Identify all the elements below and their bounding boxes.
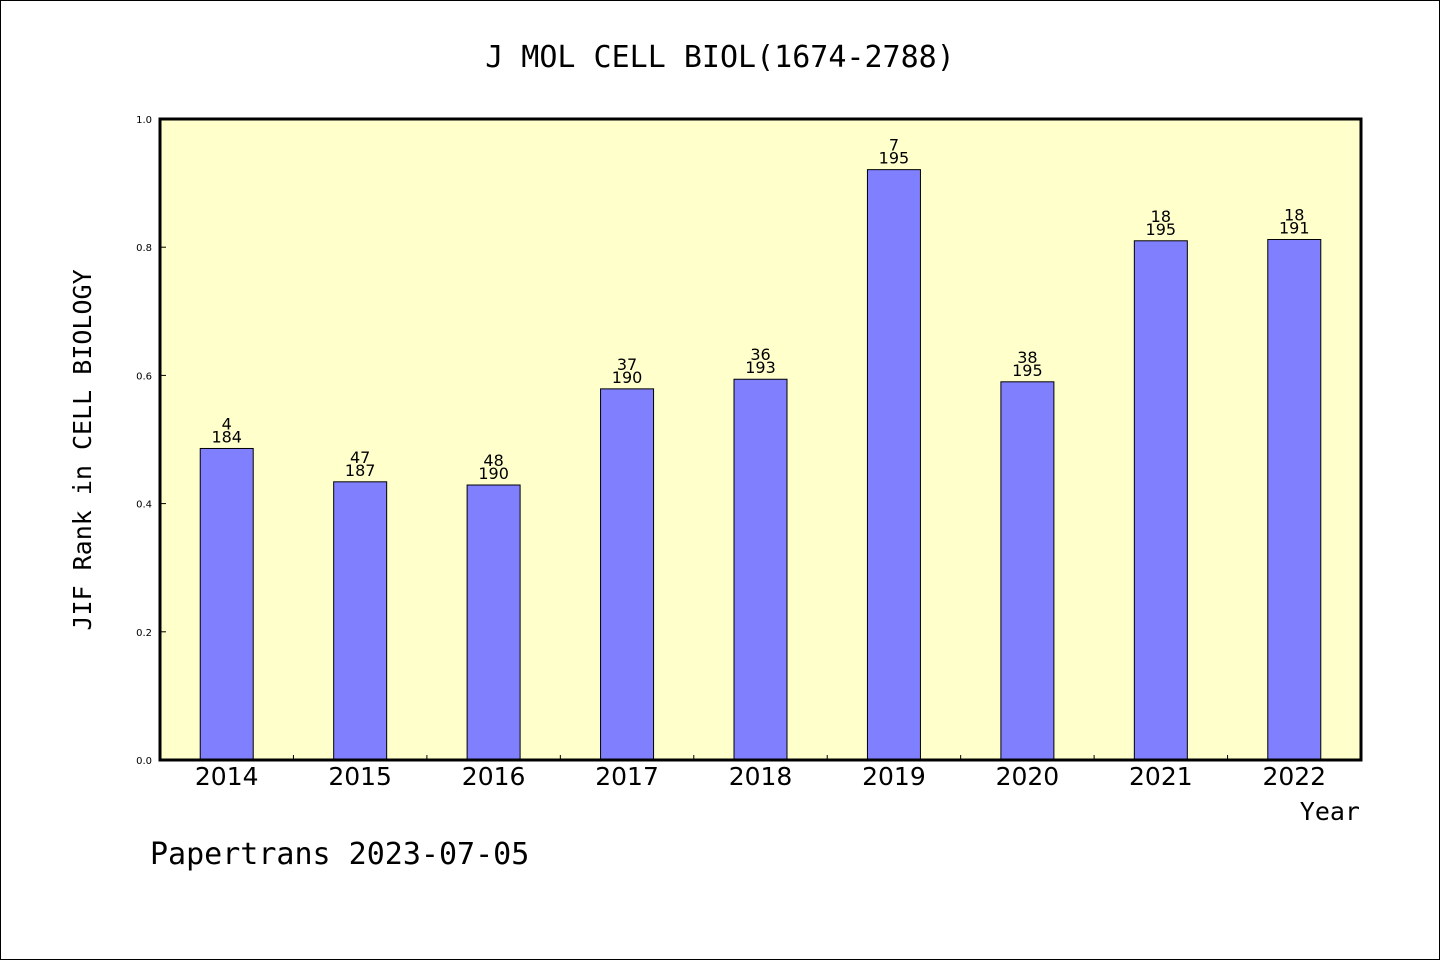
x-tick-label: 2021 [1129,762,1193,791]
y-tick-label: 0.8 [136,243,152,254]
bar-label-total: 191 [1279,219,1310,238]
bar-label-rank: 4 [222,414,232,433]
bar-label-rank: 18 [1151,207,1171,226]
bar-label-total: 195 [879,149,910,168]
bar-2016 [466,484,521,761]
y-tick-label: 0.2 [136,628,152,639]
bar-label-total: 195 [1012,361,1043,380]
x-tick-label: 2015 [328,762,392,791]
plot-border [158,117,1363,762]
bar-2018 [733,378,788,761]
bar-label-rank: 37 [617,355,637,374]
bar-label-rank: 48 [483,451,503,470]
bar-2015 [333,481,388,761]
x-tick-label: 2019 [862,762,926,791]
x-tick-label: 2017 [595,762,659,791]
bar-label-total: 187 [345,461,376,480]
bar-label-total: 193 [745,358,776,377]
y-tick-label: 1.0 [136,115,152,126]
bar-2020 [1000,381,1055,761]
bar-label-rank: 18 [1284,206,1304,225]
x-tick-label: 2018 [729,762,793,791]
x-axis-label: Year [1300,797,1360,826]
bar-label-total: 190 [478,464,509,483]
bar-2022 [1267,239,1322,761]
bar-label-total: 195 [1146,220,1177,239]
data-label-group: 4184471874819037190361937195381951819518… [211,136,1309,483]
y-tick-label: 0.6 [136,371,152,382]
bar-2021 [1133,240,1188,761]
bar-label-rank: 36 [750,345,770,364]
y-tick-label: 0.0 [136,756,152,767]
bar-2019 [866,169,921,761]
bar-label-rank: 7 [889,136,899,155]
bar-2017 [600,388,655,761]
footer-text: Papertrans 2023-07-05 [150,837,529,872]
bar-label-total: 190 [612,368,643,387]
bar-2014 [199,447,254,761]
bar-label-total: 184 [211,427,242,446]
chart-title: J MOL CELL BIOL(1674-2788) [485,40,955,75]
bar-group [199,169,1322,761]
y-axis-label: JIF Rank in CELL BIOLOGY [68,269,97,630]
x-tick-label: 2016 [462,762,526,791]
y-tick-label: 0.4 [136,500,152,511]
bar-label-rank: 47 [350,448,370,467]
x-tick-label: 2014 [195,762,259,791]
x-tick-label: 2022 [1262,762,1326,791]
bar-label-rank: 38 [1017,348,1037,367]
x-axis: 2014 2015 2016 2017 2018 2019 2020 2021 2022 [195,755,1326,791]
x-tick-label: 2020 [996,762,1060,791]
